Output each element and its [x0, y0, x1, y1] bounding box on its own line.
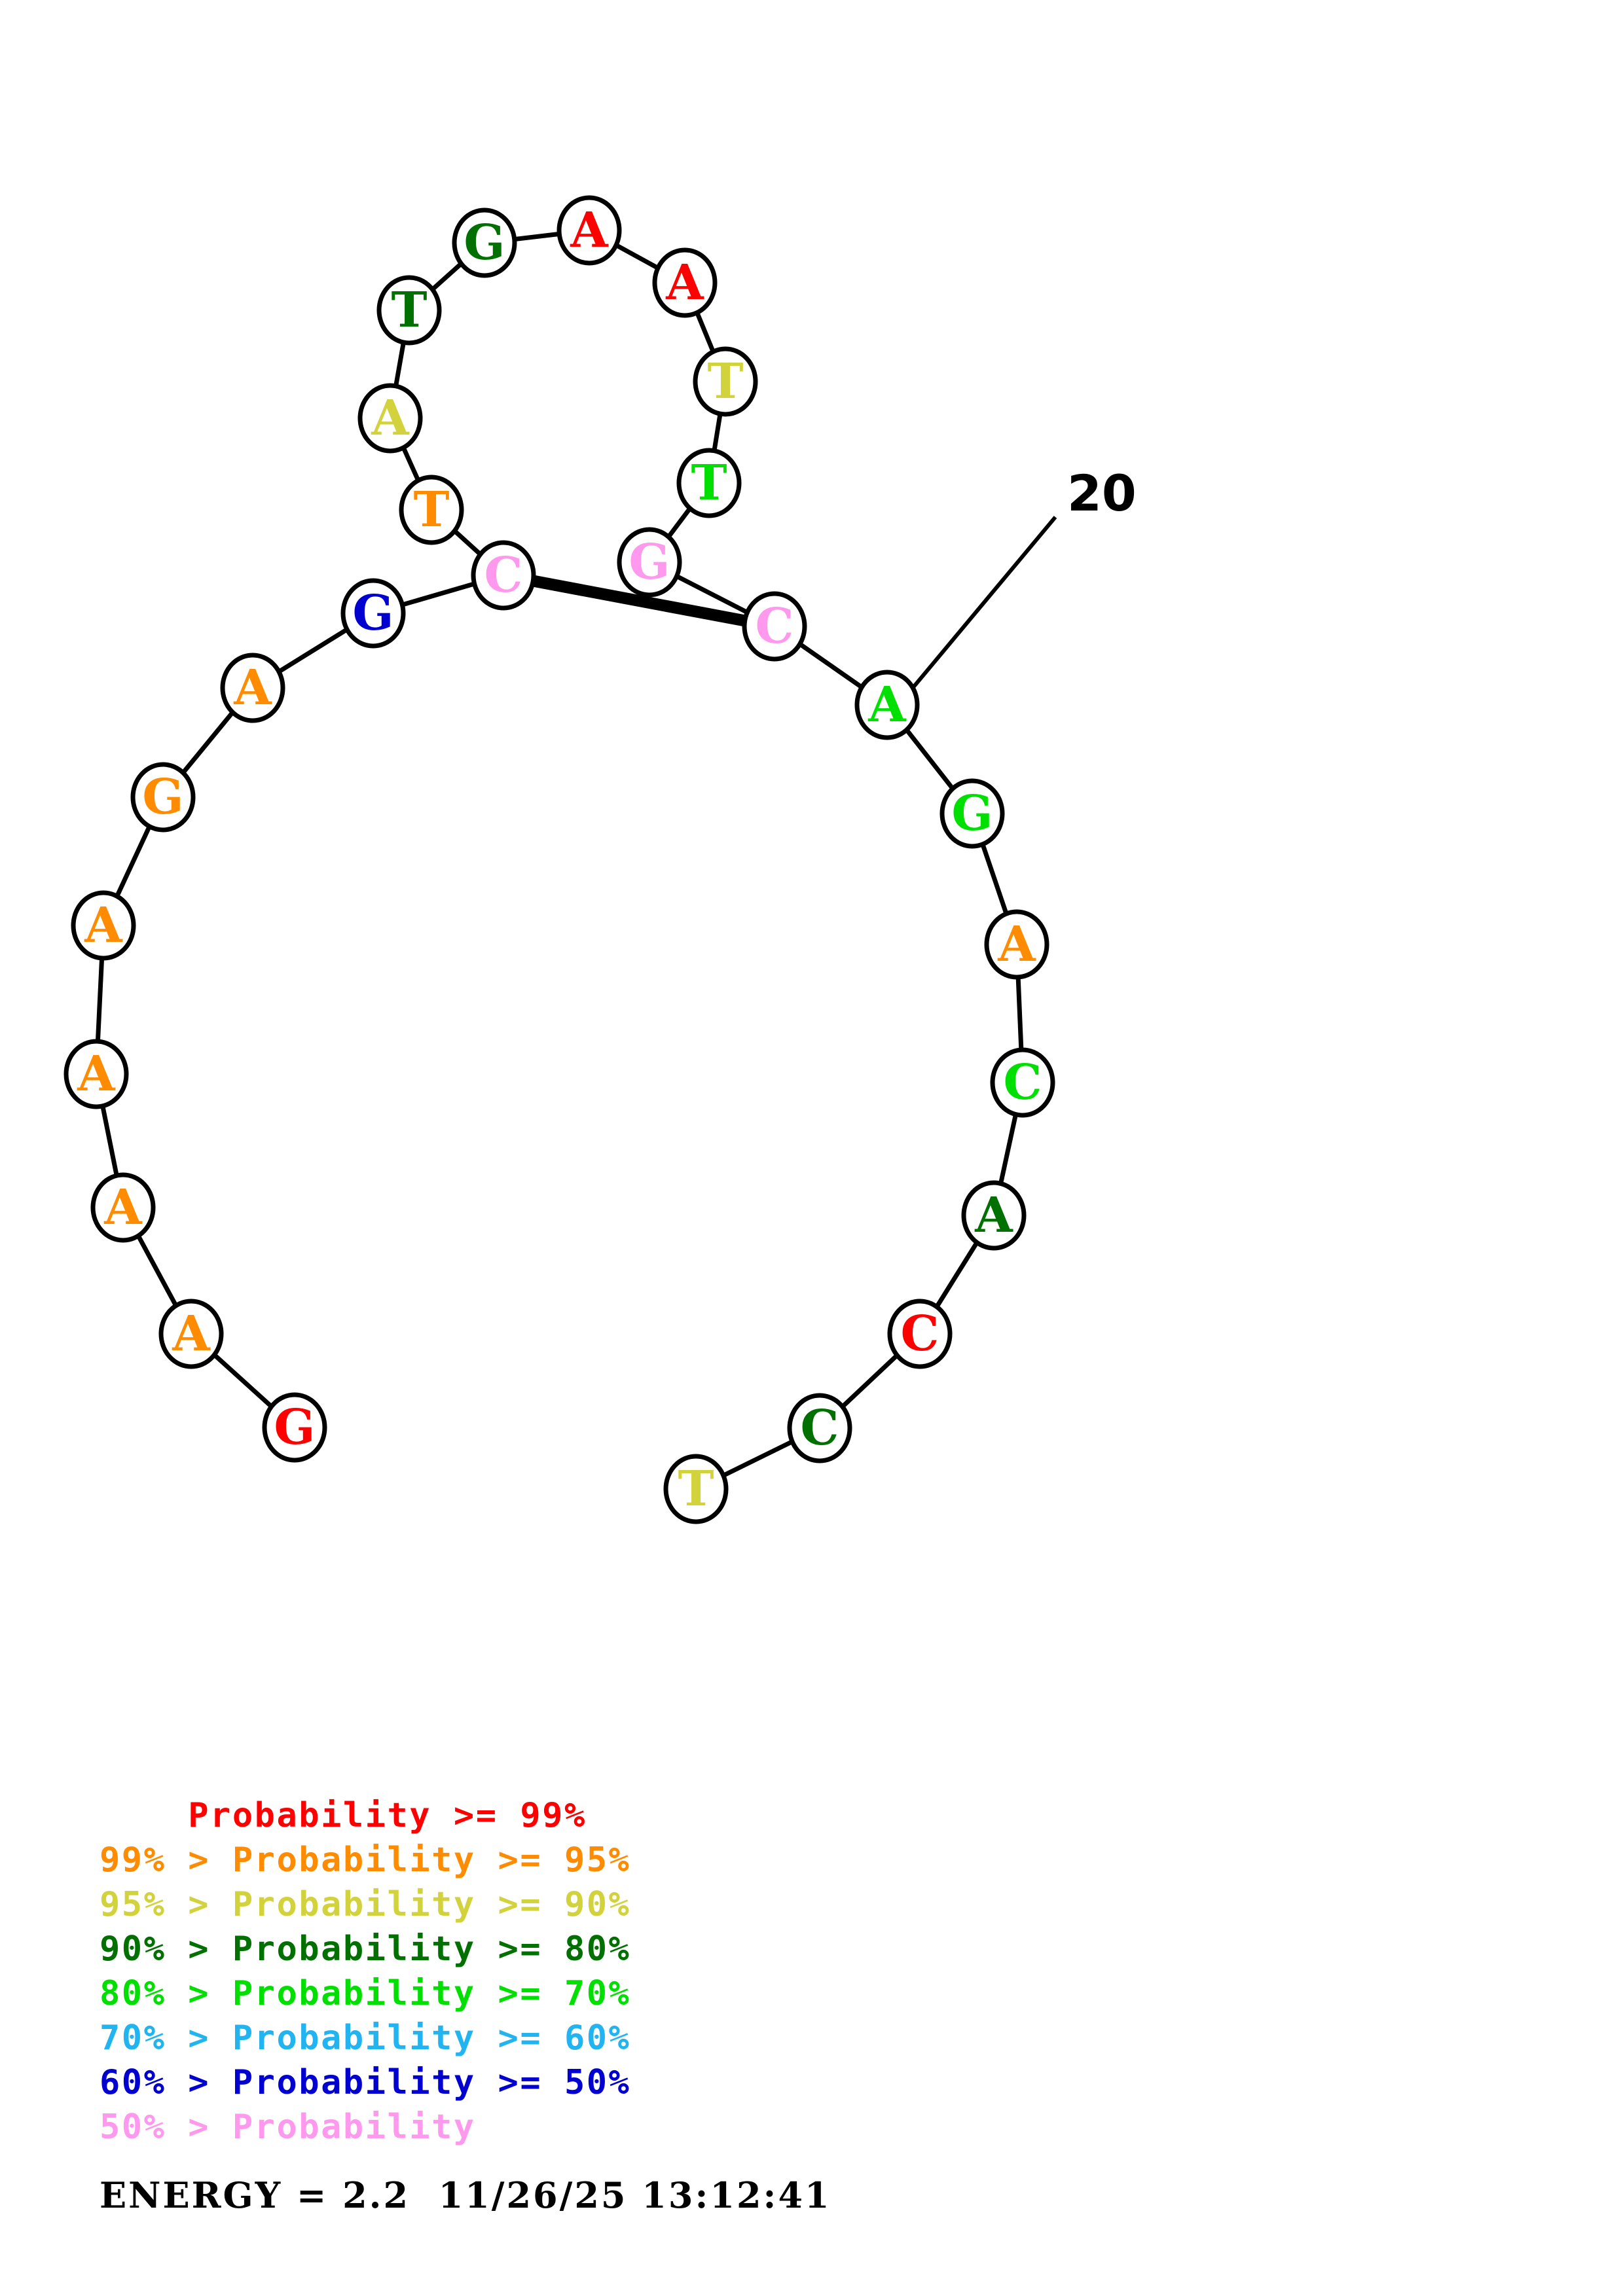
- nucleotide-circle: [376, 275, 442, 346]
- nucleotide-circle: [357, 383, 423, 454]
- nucleotide-circle: [787, 1393, 852, 1463]
- nucleotide-3-A[interactable]: A: [90, 1172, 156, 1243]
- nucleotide-letter: C: [756, 598, 794, 655]
- nucleotide-circle: [984, 909, 1049, 980]
- nucleotide-23-C[interactable]: C: [990, 1047, 1055, 1118]
- nucleotide-22-A[interactable]: A: [984, 909, 1049, 980]
- nucleotide-letter: A: [570, 202, 609, 259]
- nucleotide-14-A[interactable]: A: [556, 195, 622, 266]
- nucleotide-19-C[interactable]: C: [742, 591, 807, 662]
- nucleotide-circle: [262, 1392, 327, 1463]
- nucleotide-circle: [887, 1299, 953, 1369]
- probability-legend: Probability >= 99% 99% > Probability >= …: [0, 1793, 1623, 2216]
- nucleotide-4-A[interactable]: A: [64, 1039, 129, 1109]
- legend-row: 95% > Probability >= 90%: [100, 1885, 631, 1924]
- nucleotide-letter: T: [413, 482, 449, 538]
- nucleotide-16-T[interactable]: T: [693, 346, 758, 417]
- nucleotide-12-T[interactable]: T: [376, 275, 442, 346]
- legend-row: 99% > Probability >= 95%: [100, 1840, 631, 1880]
- nucleotide-letter: G: [274, 1399, 315, 1456]
- base-pair-bonds: [502, 569, 776, 632]
- nucleotide-24-A[interactable]: A: [961, 1180, 1027, 1251]
- leader-line-20: [911, 516, 1057, 689]
- nucleotide-circle: [676, 448, 742, 518]
- nucleotide-circle: [399, 475, 464, 545]
- nucleotide-8-G[interactable]: G: [340, 578, 406, 649]
- nucleotide-18-G[interactable]: G: [617, 527, 682, 598]
- nucleotide-circle: [663, 1454, 729, 1524]
- nucleotide-9-C[interactable]: C: [471, 540, 536, 611]
- nucleotide-circle: [854, 670, 920, 740]
- nucleotide-25-C[interactable]: C: [887, 1299, 953, 1369]
- nucleotide-letter: G: [352, 585, 393, 641]
- nucleotide-13-G[interactable]: G: [452, 207, 517, 278]
- nucleotide-17-T[interactable]: T: [676, 448, 742, 518]
- nucleotide-1-G[interactable]: G: [262, 1392, 327, 1463]
- nucleotide-27-T[interactable]: T: [663, 1454, 729, 1524]
- nucleotide-2-A[interactable]: A: [158, 1299, 224, 1369]
- legend-row: 70% > Probability >= 60%: [100, 2018, 631, 2058]
- nucleotide-5-A[interactable]: A: [71, 890, 136, 961]
- backbone-lines: [94, 228, 1025, 1492]
- nucleotide-letter: T: [707, 353, 743, 410]
- nucleotide-circle: [220, 653, 285, 723]
- nucleotide-circle: [556, 195, 622, 266]
- legend-row: 50% > Probability: [100, 2108, 476, 2147]
- nucleotide-letter: T: [678, 1461, 714, 1517]
- nucleotide-10-T[interactable]: T: [399, 475, 464, 545]
- nucleotide-21-G[interactable]: G: [939, 778, 1005, 849]
- nucleotide-letter: G: [464, 215, 505, 271]
- nucleotide-letter: A: [172, 1306, 211, 1362]
- legend-row: 80% > Probability >= 70%: [100, 1974, 631, 2013]
- nucleotide-circle: [130, 762, 196, 833]
- nucleotide-letter: G: [951, 785, 993, 842]
- nucleotide-letter: G: [629, 534, 670, 590]
- position-number-label: 20: [1067, 464, 1137, 522]
- nucleotide-letter: G: [142, 769, 183, 825]
- nucleotide-letter: A: [974, 1187, 1013, 1244]
- nucleotide-15-A[interactable]: A: [652, 247, 718, 318]
- nucleotide-11-A[interactable]: A: [357, 383, 423, 454]
- nucleotide-26-C[interactable]: C: [787, 1393, 852, 1463]
- nucleotide-letter: A: [665, 255, 704, 311]
- nucleotide-letter: A: [233, 660, 272, 716]
- legend-row: 60% > Probability >= 50%: [100, 2063, 631, 2102]
- nucleotide-letter: A: [867, 677, 907, 733]
- nucleotide-letter: A: [371, 390, 410, 446]
- nucleotide-20-A[interactable]: A: [854, 670, 920, 740]
- nucleotide-letter: C: [1004, 1054, 1042, 1111]
- nucleotide-letter: C: [801, 1400, 839, 1456]
- nucleotide-circle: [693, 346, 758, 417]
- nucleotide-letter: A: [103, 1179, 143, 1236]
- nucleotide-letter: T: [391, 282, 427, 338]
- nucleotide-letter: A: [77, 1046, 116, 1102]
- nucleotide-circle: [158, 1299, 224, 1369]
- nucleotide-circle: [71, 890, 136, 961]
- nucleotide-circle: [742, 591, 807, 662]
- nucleotide-circle: [990, 1047, 1055, 1118]
- nucleotide-circle: [64, 1039, 129, 1109]
- nucleotide-circle: [90, 1172, 156, 1243]
- nucleotide-letter: A: [997, 916, 1036, 973]
- legend-row: 90% > Probability >= 80%: [100, 1929, 631, 1969]
- nucleotide-circle: [617, 527, 682, 598]
- nucleotide-circle: [452, 207, 517, 278]
- nucleotide-circle: [939, 778, 1005, 849]
- nucleotide-letter: A: [84, 897, 123, 954]
- legend-row: Probability >= 99%: [100, 1796, 587, 1835]
- nucleotide-letter: C: [484, 547, 523, 603]
- nucleotide-letter: C: [901, 1306, 939, 1362]
- energy-timestamp: ENERGY = 2.2 11/26/25 13:12:41: [100, 2174, 831, 2216]
- nucleotide-circle: [961, 1180, 1027, 1251]
- base-pair-bond: [502, 569, 776, 632]
- position-leader-line: [911, 516, 1057, 689]
- nucleotide-circle: [340, 578, 406, 649]
- nucleotide-7-A[interactable]: A: [220, 653, 285, 723]
- nucleotide-letter: T: [691, 455, 727, 511]
- nucleotide-circle: [652, 247, 718, 318]
- nucleotide-6-G[interactable]: G: [130, 762, 196, 833]
- nucleotide-circle: [471, 540, 536, 611]
